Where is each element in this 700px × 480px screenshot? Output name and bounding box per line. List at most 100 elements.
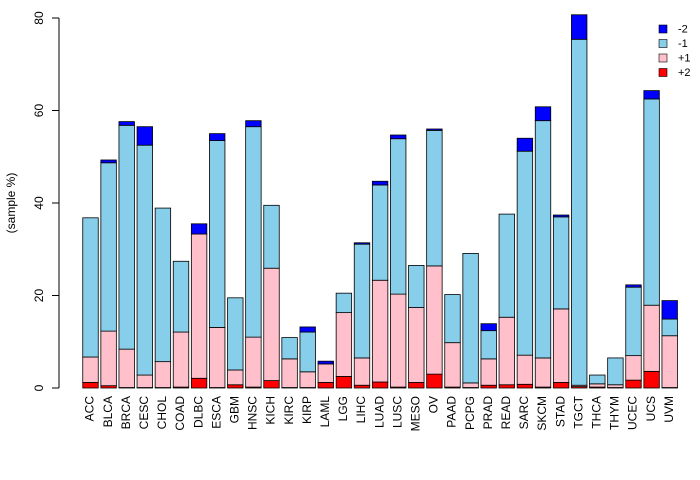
x-category-label: PCPG bbox=[463, 396, 477, 430]
x-category-label: HNSC bbox=[246, 396, 260, 430]
legend: -2 -1 +1 +2 bbox=[658, 23, 691, 79]
bar-segment-blca-minus2 bbox=[100, 159, 117, 164]
x-category-label: BLCA bbox=[101, 396, 115, 427]
bar-segment-kirc-minus1 bbox=[281, 337, 298, 360]
x-category-label: THYM bbox=[608, 396, 622, 430]
bar-segment-lihc-plus2 bbox=[353, 384, 371, 389]
bar-segment-paad-minus1 bbox=[444, 294, 461, 344]
bar-segment-tgct-minus2 bbox=[571, 14, 588, 40]
bar-segment-sarc-minus1 bbox=[516, 150, 534, 356]
x-category-label: SKCM bbox=[535, 396, 549, 431]
bar-stack-kirp bbox=[299, 326, 316, 389]
x-category-label: STAD bbox=[553, 396, 567, 427]
bar-segment-meso-plus1 bbox=[408, 307, 425, 383]
bar-segment-ucs-minus1 bbox=[643, 98, 660, 306]
bar-segment-ucec-plus1 bbox=[625, 355, 642, 381]
bar-segment-kich-plus1 bbox=[263, 267, 280, 381]
x-category-label: BRCA bbox=[119, 396, 133, 429]
bar-segment-acc-plus2 bbox=[82, 382, 99, 389]
x-category-label: UCEC bbox=[626, 396, 640, 430]
bar-segment-skcm-plus1 bbox=[534, 357, 552, 388]
x-category-label: COAD bbox=[173, 396, 187, 431]
x-category-label: UCS bbox=[644, 396, 658, 421]
bar-segment-brca-plus1 bbox=[118, 348, 135, 388]
bar-segment-esca-plus1 bbox=[209, 327, 226, 388]
bar-segment-meso-plus2 bbox=[408, 382, 425, 389]
bar-segment-acc-plus1 bbox=[82, 356, 99, 383]
bar-segment-ucs-plus2 bbox=[643, 370, 660, 389]
bar-stack-chol bbox=[154, 207, 172, 389]
bar-stack-esca bbox=[209, 133, 226, 389]
bar-segment-uvm-minus2 bbox=[661, 300, 678, 320]
bar-segment-blca-minus1 bbox=[100, 162, 117, 332]
bar-stack-lihc bbox=[353, 242, 371, 389]
y-axis: 0 20 40 60 80 bbox=[32, 11, 60, 391]
bar-stack-acc bbox=[82, 217, 99, 389]
bar-segment-ucec-plus2 bbox=[625, 379, 642, 389]
bar-stack-stad bbox=[552, 214, 570, 389]
bar-segment-lihc-minus2 bbox=[353, 242, 371, 245]
x-category-label: PAAD bbox=[445, 396, 459, 428]
bar-segment-gbm-plus1 bbox=[227, 369, 244, 386]
bar-segment-stad-plus1 bbox=[552, 308, 570, 383]
bar-segment-skcm-minus1 bbox=[534, 120, 552, 359]
y-tick-label: 0 bbox=[32, 384, 46, 391]
bar-segment-prad-plus2 bbox=[480, 384, 497, 389]
bar-segment-lgg-plus2 bbox=[335, 376, 353, 389]
y-tick-label: 20 bbox=[32, 289, 46, 303]
bar-segment-hnsc-minus2 bbox=[245, 120, 262, 128]
x-category-label: LIHC bbox=[354, 396, 368, 424]
bar-segment-sarc-plus1 bbox=[516, 354, 534, 385]
x-category-label: LAML bbox=[318, 396, 332, 428]
bar-stack-ucs bbox=[643, 90, 660, 389]
bar-segment-luad-minus2 bbox=[371, 180, 389, 186]
bar-stack-paad bbox=[444, 294, 461, 389]
x-category-label: GBM bbox=[227, 396, 241, 423]
bar-segment-chol-plus1 bbox=[154, 361, 172, 388]
bar-segment-kich-minus1 bbox=[263, 204, 280, 269]
bar-segment-kirp-minus2 bbox=[299, 326, 316, 333]
bar-segment-dlbc-minus2 bbox=[190, 223, 208, 235]
bar-segment-ov-minus2 bbox=[426, 128, 443, 131]
x-category-label: TGCT bbox=[571, 395, 585, 428]
bar-segment-brca-minus1 bbox=[118, 124, 135, 350]
bar-segment-lgg-minus1 bbox=[335, 292, 353, 314]
bar-segment-ucec-minus2 bbox=[625, 284, 642, 288]
bar-segment-kich-plus2 bbox=[263, 380, 280, 389]
bar-segment-stad-minus1 bbox=[552, 216, 570, 310]
legend-swatch bbox=[658, 39, 668, 48]
legend-swatch bbox=[658, 53, 668, 63]
bar-segment-skcm-minus2 bbox=[534, 106, 552, 122]
bar-stack-ucec bbox=[625, 284, 642, 389]
bar-stack-thca bbox=[589, 374, 606, 389]
bar-segment-gbm-minus1 bbox=[227, 297, 244, 371]
bar-stack-luad bbox=[371, 180, 389, 389]
bar-segment-ov-minus1 bbox=[426, 129, 443, 267]
bar-segment-dlbc-plus1 bbox=[190, 233, 208, 379]
bar-segment-brca-minus2 bbox=[118, 121, 135, 126]
bar-segment-ov-plus2 bbox=[426, 373, 443, 389]
bar-stack-pcpg bbox=[462, 253, 479, 389]
bar-stack-kich bbox=[263, 204, 280, 389]
x-category-label: ESCA bbox=[209, 396, 223, 429]
bar-segment-cesc-minus2 bbox=[136, 126, 153, 146]
bar-segment-read-plus2 bbox=[498, 384, 515, 389]
bar-segment-stad-plus2 bbox=[552, 382, 570, 389]
bar-segment-lusc-plus1 bbox=[390, 293, 407, 388]
bar-stack-sarc bbox=[516, 137, 534, 389]
bar-segment-coad-minus1 bbox=[172, 260, 190, 333]
bar-segment-stad-minus2 bbox=[552, 214, 570, 218]
bar-segment-hnsc-plus1 bbox=[245, 336, 262, 388]
legend-swatch bbox=[658, 24, 668, 34]
bar-stack-skcm bbox=[534, 106, 552, 389]
bar-segment-uvm-plus1 bbox=[661, 335, 678, 388]
bar-stack-ov bbox=[426, 128, 443, 389]
bar-stack-kirc bbox=[281, 337, 298, 389]
bar-stack-lusc bbox=[390, 134, 407, 389]
bar-stack-brca bbox=[118, 121, 135, 389]
bar-segment-thym-plus1 bbox=[607, 384, 624, 388]
y-tick-label: 60 bbox=[32, 104, 46, 118]
bar-segment-lusc-minus2 bbox=[390, 134, 407, 140]
bar-segment-esca-minus1 bbox=[209, 140, 226, 328]
bar-segment-sarc-minus2 bbox=[516, 137, 534, 152]
